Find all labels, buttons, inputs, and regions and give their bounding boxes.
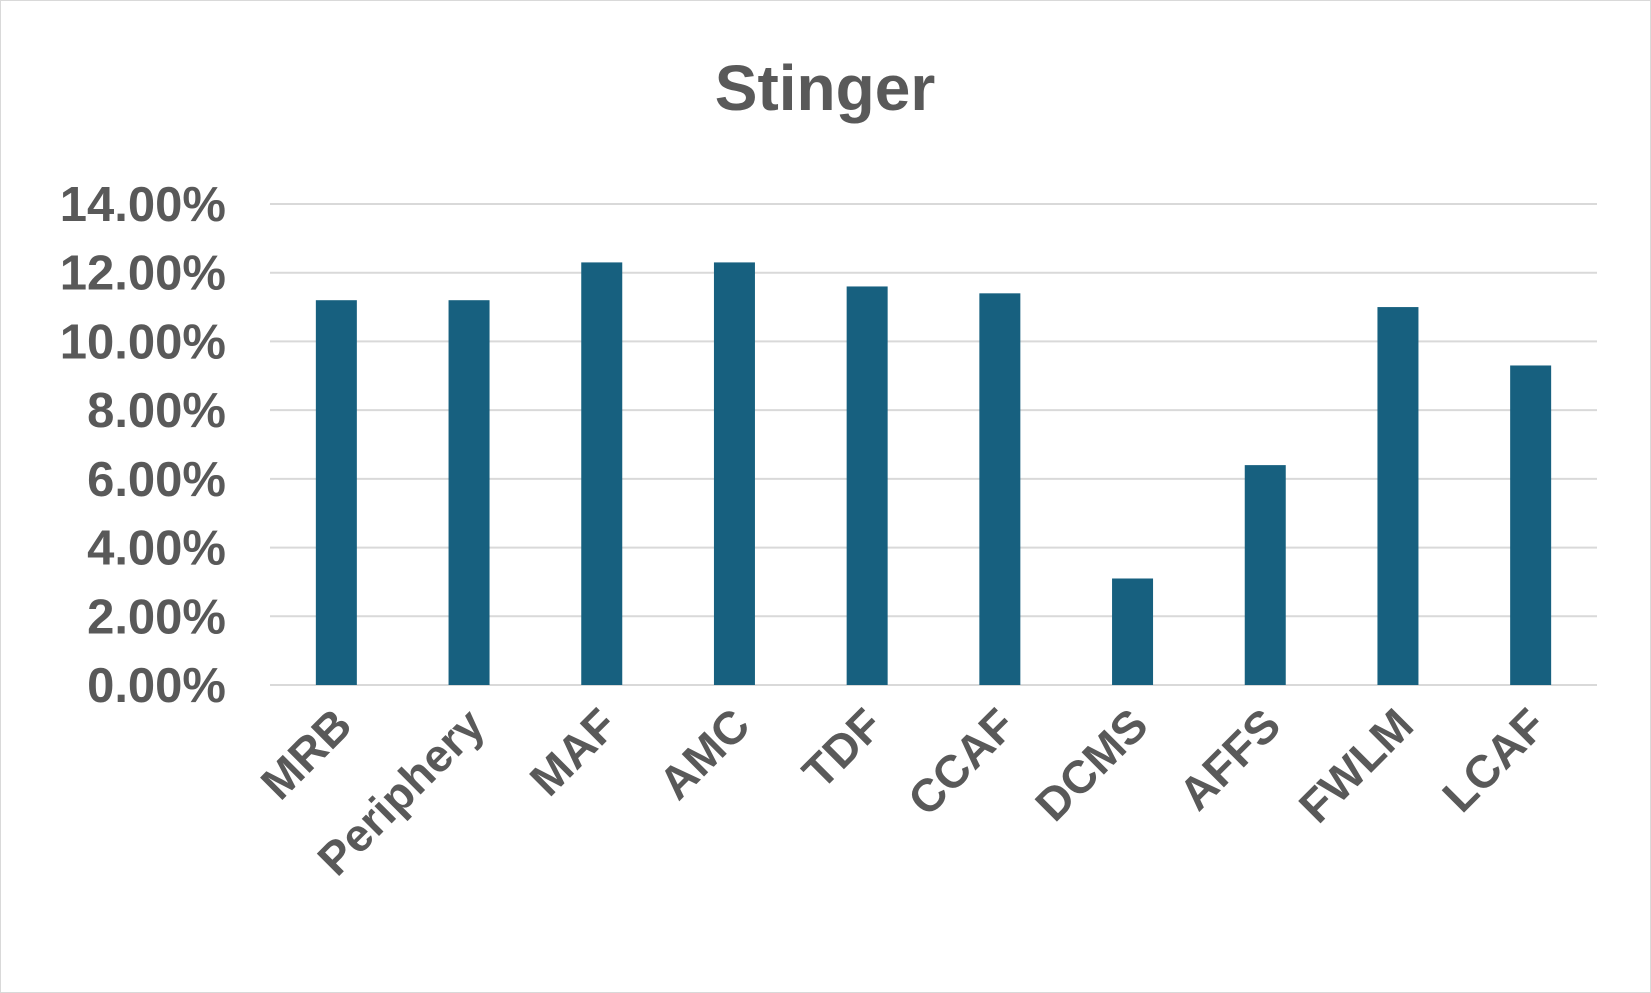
- gridlines: [270, 203, 1597, 686]
- bar: [979, 293, 1021, 685]
- bar: [581, 262, 623, 685]
- y-tick-label: 14.00%: [60, 178, 226, 232]
- y-tick-label: 12.00%: [60, 247, 226, 301]
- bar: [315, 300, 357, 685]
- y-tick-label: 2.00%: [87, 590, 226, 644]
- bar: [846, 286, 888, 685]
- x-category-label: TDF: [792, 698, 892, 798]
- y-tick-label: 0.00%: [87, 659, 226, 713]
- bars: [315, 262, 1552, 685]
- y-tick-label: 8.00%: [87, 384, 226, 438]
- x-category-label: DCMS: [1025, 698, 1158, 831]
- bar: [1510, 365, 1552, 685]
- y-tick-label: 6.00%: [87, 453, 226, 507]
- y-axis-tick-labels: 0.00% 2.00% 4.00% 6.00% 8.00% 10.00% 12.00% 14.…: [60, 178, 226, 713]
- bar: [1377, 307, 1419, 685]
- x-category-label: AMC: [649, 698, 760, 809]
- x-category-label: AFFS: [1169, 698, 1291, 820]
- bar: [1112, 578, 1154, 685]
- bar: [713, 262, 755, 685]
- chart-title: Stinger: [715, 52, 935, 124]
- x-category-label: MRB: [251, 698, 362, 809]
- x-category-label: CCAF: [898, 698, 1025, 825]
- bar: [1244, 465, 1286, 685]
- y-tick-label: 10.00%: [60, 315, 226, 369]
- bar: [448, 300, 490, 685]
- x-category-label: FWLM: [1289, 698, 1423, 832]
- x-category-label: MAF: [520, 698, 627, 805]
- y-tick-label: 4.00%: [87, 522, 226, 576]
- x-category-label: LCAF: [1432, 698, 1555, 821]
